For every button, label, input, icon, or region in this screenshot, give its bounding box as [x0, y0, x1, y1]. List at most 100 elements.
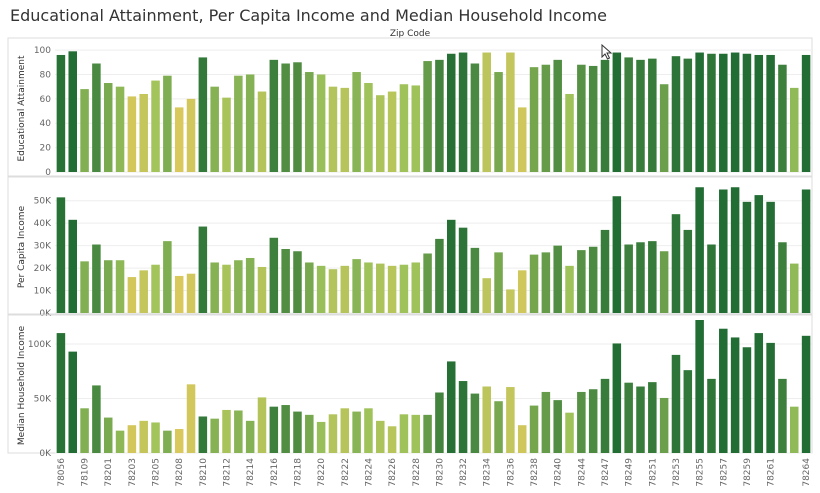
bar: [328, 86, 338, 172]
bar: [127, 277, 137, 313]
x-tick-label: 78234: [483, 458, 493, 487]
bar: [648, 382, 657, 453]
bar: [541, 252, 551, 313]
bar: [222, 409, 231, 453]
y-tick-label: 50K: [34, 197, 52, 207]
bar: [612, 343, 622, 453]
bar: [115, 260, 125, 313]
bar: [730, 187, 740, 313]
bar: [352, 411, 361, 453]
x-tick-label: 78056: [57, 458, 67, 487]
bar: [517, 270, 527, 313]
x-tick-label: 78255: [696, 458, 706, 487]
bar: [423, 414, 432, 453]
bar: [257, 397, 267, 453]
bar: [399, 84, 409, 172]
y-tick-label: 80: [40, 70, 52, 80]
bar: [470, 393, 480, 453]
bar: [174, 429, 184, 453]
bar: [482, 52, 491, 172]
x-tick-label: 78230: [435, 458, 445, 487]
bar: [364, 262, 373, 313]
y-tick-label: 10K: [34, 287, 52, 297]
bar: [565, 93, 574, 172]
bar: [399, 414, 409, 453]
bar: [56, 54, 66, 172]
bar: [458, 52, 468, 172]
bar: [92, 385, 101, 453]
bar: [210, 262, 219, 313]
x-tick-label: 78220: [317, 458, 327, 487]
bar: [494, 72, 503, 172]
bar: [269, 237, 279, 313]
bar: [458, 227, 468, 313]
x-tick-label: 78236: [506, 458, 516, 487]
bar: [80, 408, 89, 453]
bar: [92, 244, 101, 313]
x-tick-label: 78249: [625, 458, 635, 487]
bar: [695, 187, 704, 313]
bar: [612, 52, 622, 172]
bar: [163, 241, 172, 313]
bar: [482, 386, 491, 453]
bar: [68, 219, 78, 313]
panel-frame: [7, 37, 813, 177]
bar: [423, 253, 432, 313]
mouse-cursor-icon: [601, 44, 613, 60]
bar: [446, 53, 456, 172]
y-tick-label: 50K: [34, 394, 52, 404]
bar: [517, 425, 527, 453]
bar: [387, 426, 397, 453]
bar: [364, 408, 373, 453]
bar: [186, 384, 196, 453]
bar: [529, 67, 539, 172]
bar: [565, 265, 574, 313]
x-axis-header: Zip Code: [389, 29, 431, 39]
bar: [588, 389, 598, 453]
bar: [577, 64, 586, 172]
bar: [506, 52, 515, 172]
bar: [719, 53, 728, 172]
x-tick-label: 78257: [719, 458, 729, 487]
bar: [151, 422, 160, 453]
bar: [198, 57, 208, 172]
bar: [68, 51, 78, 172]
x-tick-label: 78238: [530, 458, 540, 487]
bar: [470, 247, 480, 313]
bar: [340, 87, 350, 172]
x-tick-label: 78201: [104, 458, 114, 487]
bar: [234, 410, 243, 453]
bar: [600, 378, 610, 453]
bar: [103, 417, 113, 453]
x-tick-label: 78212: [223, 458, 233, 487]
bar: [683, 229, 693, 313]
bar: [210, 86, 219, 172]
bar: [68, 351, 78, 453]
bar: [387, 265, 397, 313]
bar: [742, 53, 752, 172]
y-axis-label: Median Household Income: [17, 325, 27, 445]
bar: [198, 226, 208, 313]
bar: [293, 411, 302, 453]
bar: [553, 59, 562, 172]
bar: [577, 250, 586, 313]
bar: [328, 414, 338, 453]
bar: [281, 405, 290, 453]
bar: [742, 201, 752, 313]
bar: [671, 354, 681, 453]
x-tick-label: 78264: [802, 458, 812, 487]
bar: [636, 59, 645, 172]
bar: [671, 214, 681, 313]
x-tick-label: 78253: [672, 458, 682, 487]
bar: [577, 391, 586, 453]
panel-2: 0K 10K 20K 30K 40K 50K Per Capita Income: [7, 176, 813, 319]
bar: [411, 262, 421, 313]
bar: [541, 64, 551, 172]
bar: [648, 241, 657, 313]
bar: [624, 382, 633, 453]
x-tick-label: 78214: [246, 458, 256, 487]
bar: [328, 269, 338, 313]
bar: [648, 58, 657, 172]
bar: [683, 370, 693, 453]
